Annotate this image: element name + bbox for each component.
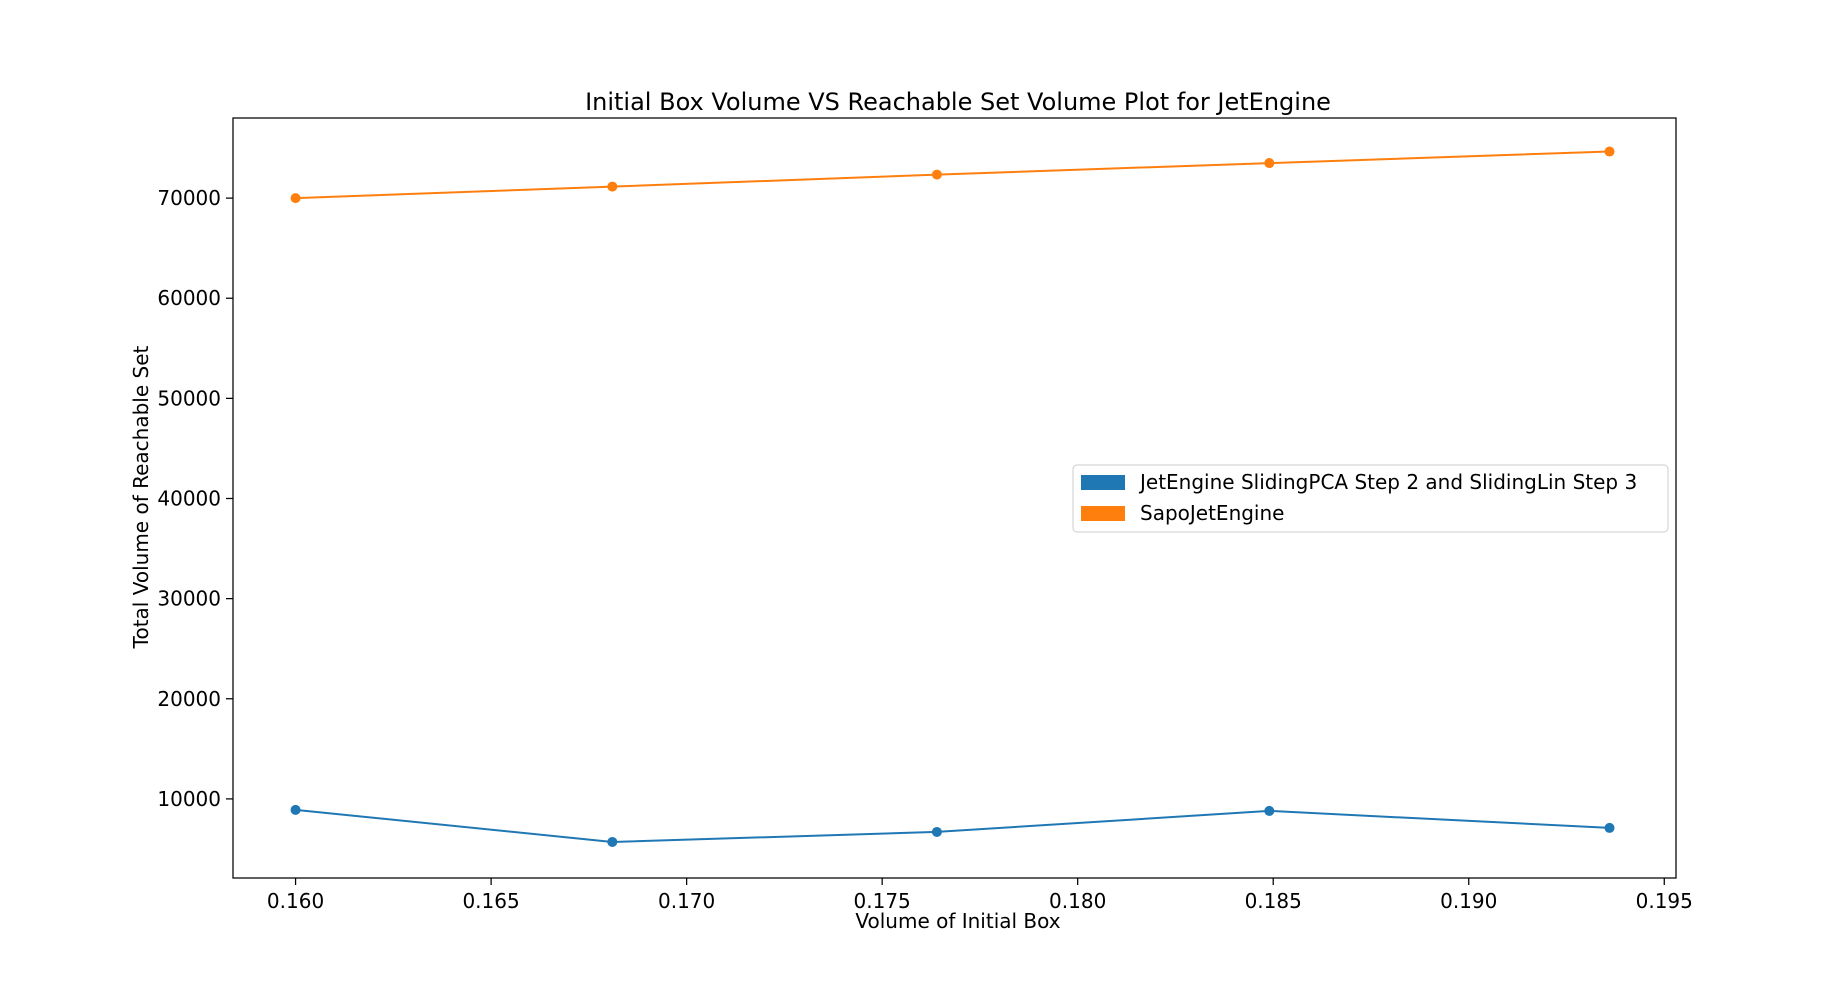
series-line: [295, 150, 1610, 200]
x-tick-label: 0.170: [658, 889, 715, 913]
data-point: [1264, 158, 1275, 169]
data-point: [1604, 822, 1615, 833]
y-tick-label: 60000: [157, 286, 221, 310]
x-tick-label: 0.180: [1049, 889, 1106, 913]
y-tick-label: 40000: [157, 487, 221, 511]
y-tick-label: 50000: [157, 386, 221, 410]
legend-box: [1072, 464, 1669, 533]
x-tick-label: 0.160: [267, 889, 324, 913]
x-tick-label: 0.185: [1245, 889, 1302, 913]
data-point: [931, 826, 942, 837]
plot-series: [290, 146, 1615, 847]
legend-label: SapoJetEngine: [1140, 501, 1284, 525]
data-point: [290, 193, 301, 204]
x-axis-label: Volume of Initial Box: [855, 909, 1060, 933]
data-point: [607, 836, 618, 847]
y-tick-label: 70000: [157, 186, 221, 210]
series-1: [290, 146, 1615, 204]
data-point: [1264, 805, 1275, 816]
legend-swatch: [1081, 475, 1125, 490]
x-tick-label: 0.195: [1636, 889, 1693, 913]
data-point: [290, 804, 301, 815]
y-tick-label: 30000: [157, 587, 221, 611]
y-tick-label: 10000: [157, 787, 221, 811]
series-line: [295, 808, 1610, 844]
x-tick-label: 0.190: [1440, 889, 1497, 913]
legend: JetEngine SlidingPCA Step 2 and SlidingL…: [1072, 464, 1669, 533]
legend-label: JetEngine SlidingPCA Step 2 and SlidingL…: [1138, 470, 1637, 494]
x-tick-label: 0.165: [462, 889, 519, 913]
data-point: [1604, 146, 1615, 157]
y-tick-label: 20000: [157, 687, 221, 711]
data-point: [607, 181, 618, 192]
data-point: [931, 169, 942, 180]
axis-ticks: 0.160 0.165 0.170 0.175 0.180 0.185 0.190 0.195…: [157, 186, 1693, 913]
chart-title: Initial Box Volume VS Reachable Set Volu…: [585, 88, 1331, 116]
series-0: [290, 804, 1615, 847]
x-tick-label: 0.175: [854, 889, 911, 913]
plot-frame: [232, 117, 1677, 879]
y-axis-label: Total Volume of Reachable Set: [129, 346, 153, 650]
legend-swatch: [1081, 506, 1125, 521]
